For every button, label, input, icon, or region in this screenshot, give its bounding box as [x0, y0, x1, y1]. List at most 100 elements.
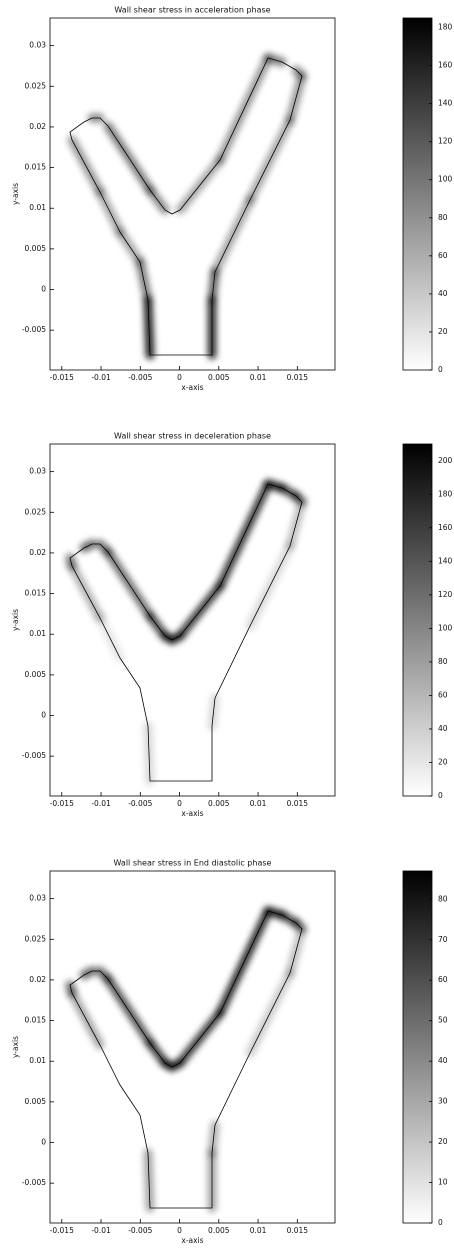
colorbar-tick-label: 70: [438, 935, 448, 944]
colorbar-tick-label: 0: [438, 791, 443, 800]
colorbar-tick-label: 100: [438, 175, 453, 184]
chart-title: Wall shear stress in acceleration phase: [114, 6, 270, 15]
colorbar-tick-label: 200: [438, 456, 453, 465]
y-tick-label: 0.025: [25, 507, 47, 516]
x-axis-label: x-axis: [181, 383, 203, 392]
x-tick-label: -0.005: [128, 373, 152, 382]
y-tick-label: 0: [41, 285, 46, 294]
colorbar-tick-label: 40: [438, 289, 448, 298]
colorbar-tick-label: 20: [438, 757, 448, 766]
y-tick-label: 0.02: [29, 975, 46, 984]
y-tick-label: 0.025: [25, 934, 47, 943]
x-tick-label: 0.01: [250, 1226, 267, 1235]
vessel-outline: [69, 910, 303, 1209]
colorbar-tick-label: 60: [438, 975, 448, 984]
colorbar-tick-label: 60: [438, 251, 448, 260]
y-tick-label: 0.03: [29, 41, 46, 50]
colorbar: [402, 17, 433, 371]
colorbar-tick-label: 180: [438, 489, 453, 498]
vessel-outline: [69, 483, 303, 782]
x-tick-label: -0.01: [91, 1226, 111, 1235]
colorbar-tick-label: 100: [438, 623, 453, 632]
shear-shading: [67, 53, 307, 360]
colorbar-tick-label: 160: [438, 61, 453, 70]
y-tick-label: 0.025: [25, 81, 47, 90]
colorbar: [402, 870, 433, 1224]
y-tick-label: 0: [41, 711, 46, 720]
x-tick-label: -0.01: [91, 799, 111, 808]
x-tick-label: 0.015: [287, 1226, 309, 1235]
y-tick-label: 0.005: [25, 244, 47, 253]
y-axis-label: y-axis: [11, 183, 20, 205]
y-tick-label: 0.015: [25, 1016, 47, 1025]
colorbar-tick-label: 180: [438, 23, 453, 32]
colorbar-tick-label: 80: [438, 894, 448, 903]
y-tick-label: 0.01: [29, 203, 46, 212]
colorbar-tick-label: 120: [438, 590, 453, 599]
colorbar-tick-label: 30: [438, 1097, 448, 1106]
y-tick-label: 0.005: [25, 1097, 47, 1106]
colorbar-tick-label: 140: [438, 556, 453, 565]
x-tick-label: 0.01: [250, 799, 267, 808]
panel: Wall shear stress in End diastolic phase…: [11, 859, 448, 1246]
plot-frame: [49, 443, 336, 797]
x-tick-label: 0.005: [208, 1226, 230, 1235]
vessel-outline: [69, 57, 303, 356]
x-tick-label: -0.015: [50, 373, 74, 382]
x-tick-label: 0: [177, 799, 182, 808]
colorbar-tick-label: 160: [438, 523, 453, 532]
chart-title: Wall shear stress in End diastolic phase: [114, 859, 272, 868]
x-axis-label: x-axis: [181, 1236, 203, 1245]
colorbar-tick-label: 10: [438, 1178, 448, 1187]
y-tick-label: -0.005: [22, 1178, 46, 1187]
x-tick-label: -0.015: [50, 799, 74, 808]
colorbar-tick-label: 0: [438, 1218, 443, 1227]
plot-frame: [49, 870, 336, 1224]
x-tick-label: 0.01: [250, 373, 267, 382]
colorbar-tick-label: 40: [438, 1056, 448, 1065]
colorbar-tick-label: 140: [438, 99, 453, 108]
shear-shading: [65, 906, 307, 1213]
colorbar-tick-label: 60: [438, 690, 448, 699]
x-tick-label: 0: [177, 373, 182, 382]
panel: Wall shear stress in deceleration phase -…: [11, 432, 453, 819]
y-tick-label: 0.03: [29, 467, 46, 476]
x-axis-label: x-axis: [181, 809, 203, 818]
y-tick-label: 0.005: [25, 670, 47, 679]
x-tick-label: -0.01: [91, 373, 111, 382]
y-tick-label: 0.01: [29, 1056, 46, 1065]
y-tick-label: -0.005: [22, 325, 46, 334]
y-tick-label: 0.015: [25, 163, 47, 172]
y-axis-label: y-axis: [11, 609, 20, 631]
colorbar-tick-label: 50: [438, 1016, 448, 1025]
colorbar-tick-label: 0: [438, 365, 443, 374]
colorbar-tick-label: 40: [438, 724, 448, 733]
colorbar-tick-label: 20: [438, 1137, 448, 1146]
x-tick-label: -0.005: [128, 1226, 152, 1235]
panel: Wall shear stress in acceleration phase -…: [11, 6, 453, 393]
x-tick-label: 0: [177, 1226, 182, 1235]
y-tick-label: 0.02: [29, 548, 46, 557]
x-tick-label: 0.015: [287, 799, 309, 808]
x-tick-label: 0.015: [287, 373, 309, 382]
y-tick-label: 0: [41, 1138, 46, 1147]
colorbar-tick-label: 80: [438, 657, 448, 666]
colorbar-tick-label: 120: [438, 137, 453, 146]
y-tick-label: -0.005: [22, 751, 46, 760]
y-tick-label: 0.02: [29, 122, 46, 131]
x-tick-label: 0.005: [208, 373, 230, 382]
chart-title: Wall shear stress in deceleration phase: [114, 432, 271, 441]
x-tick-label: -0.015: [50, 1226, 74, 1235]
y-tick-label: 0.03: [29, 894, 46, 903]
colorbar-tick-label: 80: [438, 213, 448, 222]
x-tick-label: 0.005: [208, 799, 230, 808]
shear-shading: [65, 479, 307, 786]
x-tick-label: -0.005: [128, 799, 152, 808]
plot-frame: [49, 17, 336, 371]
colorbar: [402, 443, 433, 797]
y-tick-label: 0.01: [29, 629, 46, 638]
y-axis-label: y-axis: [11, 1036, 20, 1058]
colorbar-tick-label: 20: [438, 327, 448, 336]
y-tick-label: 0.015: [25, 589, 47, 598]
